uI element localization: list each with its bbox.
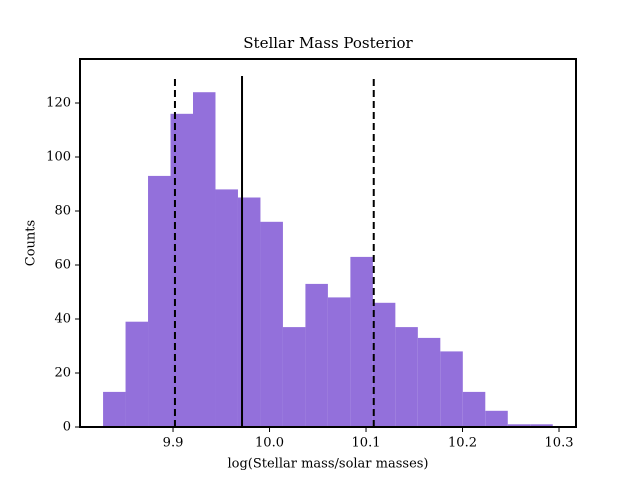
y-tick-label: 40 <box>54 312 71 327</box>
bar <box>507 424 531 427</box>
bar <box>170 113 193 428</box>
chart-title: Stellar Mass Posterior <box>243 34 413 52</box>
bar <box>462 391 486 427</box>
bar <box>237 197 261 427</box>
bar <box>148 175 171 427</box>
bar <box>395 327 418 427</box>
y-tick-label: 100 <box>46 150 71 165</box>
bar <box>260 221 283 427</box>
x-tick-label: 10.2 <box>448 436 477 451</box>
bar <box>282 327 306 427</box>
y-tick-label: 0 <box>63 420 71 435</box>
bar <box>372 302 396 427</box>
bar <box>350 256 373 427</box>
plot-frame <box>79 58 577 428</box>
x-tick-label: 10.0 <box>255 436 284 451</box>
x-tick-label: 10.3 <box>545 436 574 451</box>
y-tick-label: 120 <box>46 96 71 111</box>
bar <box>327 297 351 427</box>
y-tick-label: 80 <box>54 204 71 219</box>
x-axis-label: log(Stellar mass/solar masses) <box>227 457 428 472</box>
y-tick-label: 20 <box>54 366 71 381</box>
x-tick-label: 10.1 <box>352 436 381 451</box>
x-tick-label: 9.9 <box>163 436 184 451</box>
bar <box>440 351 463 427</box>
bar <box>417 337 441 427</box>
bar <box>215 189 238 427</box>
bar <box>103 391 126 427</box>
bar <box>192 92 216 427</box>
y-tick-label: 60 <box>54 258 71 273</box>
bar <box>485 410 508 427</box>
bar <box>125 321 149 427</box>
bar <box>530 424 553 427</box>
y-axis-label: Counts <box>24 220 39 266</box>
bar <box>305 283 328 427</box>
